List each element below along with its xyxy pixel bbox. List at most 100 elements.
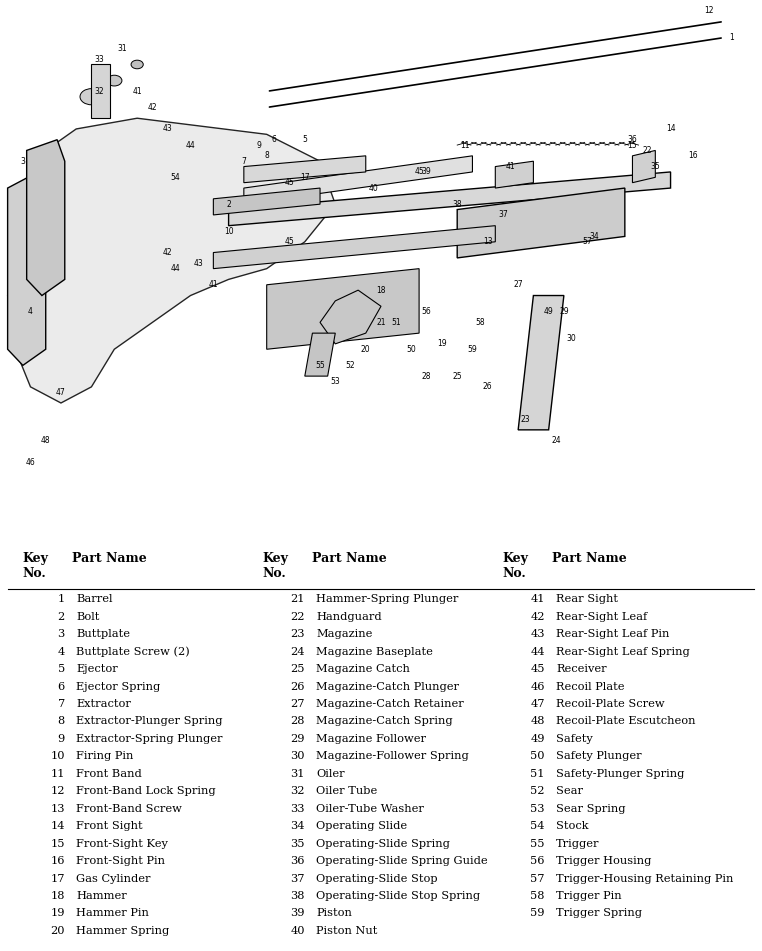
Text: 1: 1 xyxy=(729,33,734,42)
Text: Bolt: Bolt xyxy=(76,611,100,622)
Polygon shape xyxy=(244,156,366,183)
Text: 46: 46 xyxy=(26,457,35,467)
Text: 21: 21 xyxy=(376,318,386,327)
Text: 32: 32 xyxy=(94,87,104,96)
Text: 21: 21 xyxy=(290,594,305,604)
Text: Receiver: Receiver xyxy=(556,664,607,674)
Text: 18: 18 xyxy=(376,285,386,295)
Text: 17: 17 xyxy=(300,173,309,182)
Text: Ejector: Ejector xyxy=(76,664,118,674)
Text: 45: 45 xyxy=(285,178,294,187)
Text: 40: 40 xyxy=(290,926,305,936)
Text: Front-Band Lock Spring: Front-Band Lock Spring xyxy=(76,786,216,796)
Text: 37: 37 xyxy=(498,210,507,220)
Text: 44: 44 xyxy=(186,141,195,149)
Text: 49: 49 xyxy=(544,307,553,316)
Text: 13: 13 xyxy=(483,238,492,246)
Text: 28: 28 xyxy=(422,372,431,380)
Circle shape xyxy=(80,88,103,105)
Text: 7: 7 xyxy=(242,157,246,165)
Text: 42: 42 xyxy=(148,103,157,112)
Text: 24: 24 xyxy=(290,647,305,656)
Text: 44: 44 xyxy=(530,647,545,656)
Text: Barrel: Barrel xyxy=(76,594,113,604)
Polygon shape xyxy=(495,162,533,188)
Polygon shape xyxy=(213,188,320,215)
Text: Part Name: Part Name xyxy=(312,552,387,565)
Text: 5: 5 xyxy=(303,135,307,145)
Text: 41: 41 xyxy=(133,87,142,96)
Text: 16: 16 xyxy=(689,151,698,161)
Text: 45: 45 xyxy=(415,167,424,177)
Polygon shape xyxy=(8,172,46,365)
Circle shape xyxy=(131,60,143,68)
Text: Front Sight: Front Sight xyxy=(76,821,142,831)
Polygon shape xyxy=(267,269,419,349)
Text: Magazine: Magazine xyxy=(316,630,373,639)
Text: 45: 45 xyxy=(285,238,294,246)
Text: Front-Band Screw: Front-Band Screw xyxy=(76,804,182,814)
Text: Ejector Spring: Ejector Spring xyxy=(76,682,161,691)
Text: Key
No.: Key No. xyxy=(23,552,49,580)
Text: 50: 50 xyxy=(530,751,545,762)
Text: 58: 58 xyxy=(530,891,545,901)
Text: Magazine-Catch Retainer: Magazine-Catch Retainer xyxy=(316,699,464,709)
Text: 22: 22 xyxy=(643,146,652,155)
Text: 48: 48 xyxy=(530,716,545,727)
Text: Gas Cylinder: Gas Cylinder xyxy=(76,874,151,883)
Text: 10: 10 xyxy=(224,226,233,236)
Polygon shape xyxy=(518,296,564,430)
Text: Piston: Piston xyxy=(316,908,352,919)
Text: Hammer: Hammer xyxy=(76,891,127,901)
Text: 39: 39 xyxy=(290,908,305,919)
Text: Operating Slide: Operating Slide xyxy=(316,821,408,831)
Text: Trigger Spring: Trigger Spring xyxy=(556,908,642,919)
Text: 57: 57 xyxy=(582,238,591,246)
Text: 15: 15 xyxy=(50,839,65,848)
Text: Key
No.: Key No. xyxy=(263,552,289,580)
Text: 11: 11 xyxy=(50,768,65,779)
Text: Recoil Plate: Recoil Plate xyxy=(556,682,625,691)
Text: Magazine-Catch Spring: Magazine-Catch Spring xyxy=(316,716,453,727)
Text: 30: 30 xyxy=(567,334,576,343)
Text: 33: 33 xyxy=(290,804,305,814)
Text: Rear-Sight Leaf: Rear-Sight Leaf xyxy=(556,611,648,622)
Text: 6: 6 xyxy=(272,135,277,145)
Text: Magazine-Follower Spring: Magazine-Follower Spring xyxy=(316,751,469,762)
Text: 52: 52 xyxy=(346,360,355,370)
Text: Oiler: Oiler xyxy=(316,768,345,779)
Text: Oiler-Tube Washer: Oiler-Tube Washer xyxy=(316,804,424,814)
Text: 4: 4 xyxy=(28,307,33,316)
Text: 15: 15 xyxy=(628,141,637,149)
Text: 12: 12 xyxy=(704,7,713,15)
Text: 25: 25 xyxy=(453,372,462,380)
Text: 49: 49 xyxy=(530,734,545,744)
Text: Oiler Tube: Oiler Tube xyxy=(316,786,377,796)
Text: Safety Plunger: Safety Plunger xyxy=(556,751,642,762)
Text: 55: 55 xyxy=(530,839,545,848)
Text: 41: 41 xyxy=(506,162,515,171)
Text: 50: 50 xyxy=(407,345,416,354)
Text: 3: 3 xyxy=(21,157,25,165)
Polygon shape xyxy=(457,188,625,258)
Text: 31: 31 xyxy=(290,768,305,779)
Text: 27: 27 xyxy=(514,281,523,289)
Text: 3: 3 xyxy=(57,630,65,639)
Polygon shape xyxy=(229,172,671,225)
Text: Front Band: Front Band xyxy=(76,768,142,779)
Text: 29: 29 xyxy=(290,734,305,744)
Text: 9: 9 xyxy=(257,141,261,149)
Polygon shape xyxy=(305,333,335,376)
Text: Sear Spring: Sear Spring xyxy=(556,804,626,814)
Circle shape xyxy=(107,75,122,86)
Text: 58: 58 xyxy=(475,318,485,327)
Text: Hammer Spring: Hammer Spring xyxy=(76,926,169,936)
Text: Operating-Slide Spring Guide: Operating-Slide Spring Guide xyxy=(316,856,488,866)
Text: 47: 47 xyxy=(56,388,66,397)
Text: 1: 1 xyxy=(57,594,65,604)
Text: 18: 18 xyxy=(50,891,65,901)
Text: Trigger-Housing Retaining Pin: Trigger-Housing Retaining Pin xyxy=(556,874,734,883)
Text: Recoil-Plate Escutcheon: Recoil-Plate Escutcheon xyxy=(556,716,696,727)
Text: Hammer Pin: Hammer Pin xyxy=(76,908,149,919)
Text: 26: 26 xyxy=(483,382,492,392)
